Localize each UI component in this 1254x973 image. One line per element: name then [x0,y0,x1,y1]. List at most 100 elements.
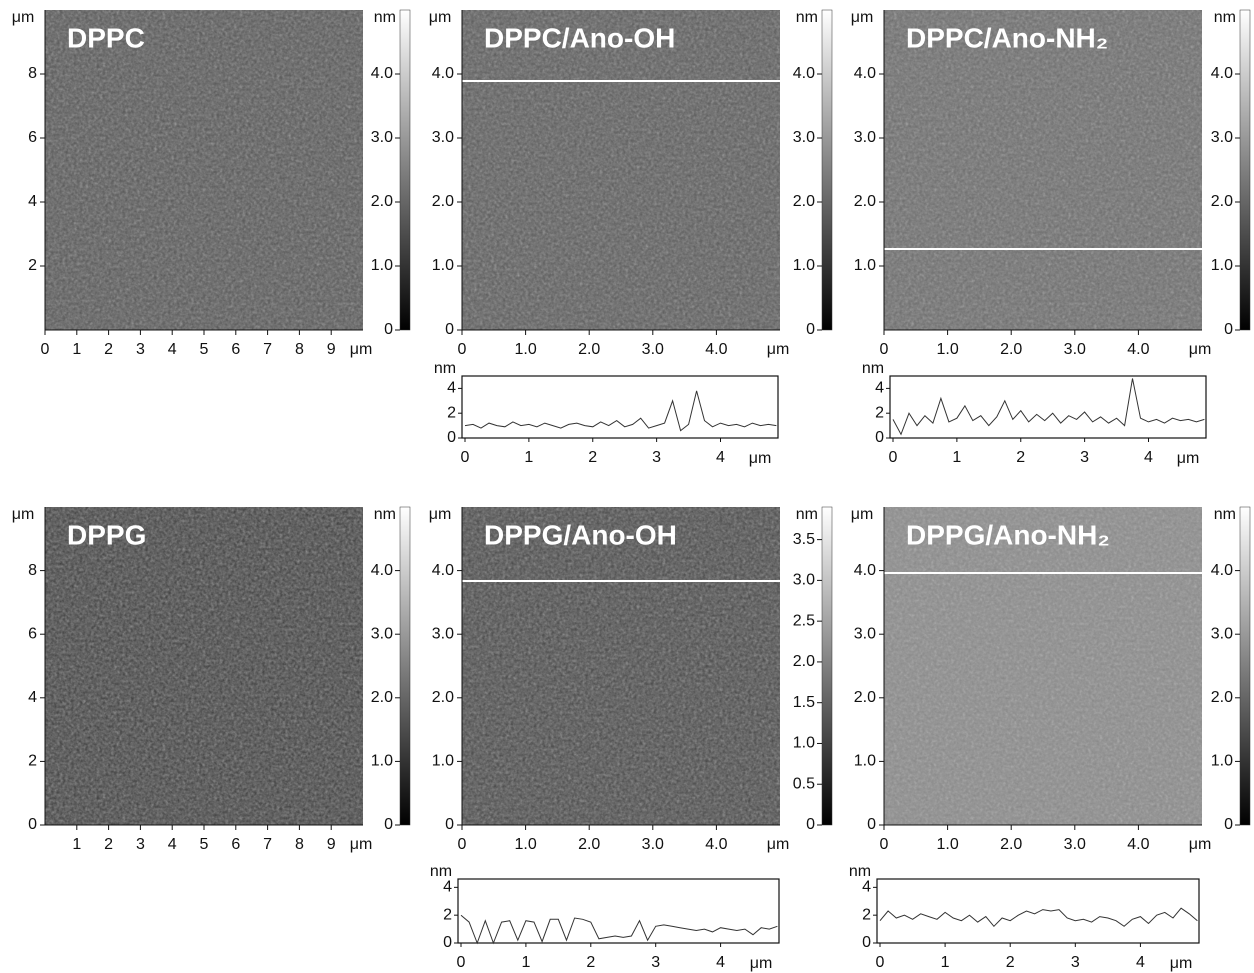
x-unit: μm [350,341,373,358]
y-unit: nm [430,863,452,880]
x-tick-label: 1 [524,449,533,466]
y-tick-label: 4.0 [432,65,454,82]
x-tick-label: 0 [457,954,466,971]
y-tick-label: 4 [28,689,37,706]
y-tick-label: 2 [28,753,37,770]
y-tick-label: 2 [862,906,871,923]
y-tick-label: 2.0 [432,689,454,706]
x-tick-label: 8 [295,341,304,358]
y-unit: μm [851,9,874,26]
colorbar-label: nm [1214,506,1236,523]
colorbar-tick-label: 3.0 [793,572,815,589]
x-tick-label: 1.0 [514,341,536,358]
colorbar-tick-label: 2.0 [793,193,815,210]
colorbar-tick-label: 1.0 [1211,753,1233,770]
profile-frame [462,376,778,438]
y-tick-label: 4 [875,380,884,397]
panel-title: DPPC/Ano-OH [484,22,675,53]
x-tick-label: 1.0 [936,341,958,358]
x-tick-label: 3.0 [1064,836,1086,853]
x-tick-label: 2.0 [1000,341,1022,358]
colorbar-tick-label: 1.0 [371,257,393,274]
colorbar-tick-label: 1.5 [793,694,815,711]
x-tick-label: 5 [200,836,209,853]
height-profile [461,915,777,943]
x-unit: μm [1177,450,1200,467]
x-tick-label: 2 [588,449,597,466]
x-unit: μm [350,836,373,853]
y-tick-label: 3.0 [854,625,876,642]
colorbar [400,10,410,330]
x-tick-label: 2.0 [578,836,600,853]
y-tick-label: 1.0 [432,753,454,770]
panel-title: DPPG [67,519,146,550]
colorbar-label: nm [796,9,818,26]
colorbar-tick-label: 1.0 [371,753,393,770]
y-unit: μm [12,9,35,26]
y-tick-label: 1.0 [854,753,876,770]
profile-frame [458,879,779,943]
x-tick-label: 3 [652,449,661,466]
x-tick-label: 2.0 [1000,836,1022,853]
x-tick-label: 1 [521,954,530,971]
x-tick-label: 3 [651,954,660,971]
y-tick-label: 4 [447,380,456,397]
profile-frame [877,879,1199,943]
x-tick-label: 4.0 [1127,341,1149,358]
colorbar-tick-label: 4.0 [371,562,393,579]
x-tick-label: 1 [72,836,81,853]
y-unit: nm [849,863,871,880]
panel-title: DPPC/Ano-NH₂ [906,22,1108,53]
afm-image [462,507,780,825]
x-tick-label: 3 [1071,954,1080,971]
x-tick-label: 4 [716,954,725,971]
x-tick-label: 4.0 [705,341,727,358]
y-unit: μm [429,9,452,26]
y-tick-label: 0 [443,934,452,951]
y-unit: μm [12,506,35,523]
x-tick-label: 0 [889,449,898,466]
y-tick-label: 0 [445,816,454,833]
y-tick-label: 2 [443,906,452,923]
colorbar-tick-label: 2.0 [1211,689,1233,706]
y-tick-label: 4.0 [432,562,454,579]
y-tick-label: 2.0 [432,193,454,210]
y-tick-label: 0 [445,321,454,338]
x-tick-label: 1 [952,449,961,466]
figure: DPPC 0 1 2 3 4 5 6 7 8 9 μm 2 4 6 8 μm nm 0 1.0 2.0 3.0 4.0 DPP… [0,0,1254,973]
y-tick-label: 0 [875,429,884,446]
x-tick-label: 6 [231,341,240,358]
x-tick-label: 9 [327,836,336,853]
x-tick-label: 4 [1136,954,1145,971]
panel-title: DPPG/Ano-OH [484,519,677,550]
colorbar-tick-label: 3.0 [793,129,815,146]
y-tick-label: 8 [28,562,37,579]
x-tick-label: 0 [880,836,889,853]
x-tick-label: 0 [880,341,889,358]
colorbar-tick-label: 1.0 [793,735,815,752]
x-tick-label: 4 [716,449,725,466]
colorbar-tick-label: 0 [384,816,393,833]
y-tick-label: 2 [28,257,37,274]
panel-title: DPPC [67,22,145,53]
colorbar-tick-label: 4.0 [1211,65,1233,82]
colorbar-tick-label: 0 [1224,321,1233,338]
x-tick-label: 1 [941,954,950,971]
x-tick-label: 0 [41,341,50,358]
x-tick-label: 5 [200,341,209,358]
colorbar-tick-label: 2.5 [793,612,815,629]
x-tick-label: 2.0 [578,341,600,358]
x-tick-label: 1.0 [514,836,536,853]
colorbar-tick-label: 4.0 [793,65,815,82]
y-unit: μm [429,506,452,523]
colorbar-tick-label: 0 [1224,816,1233,833]
x-tick-label: 4 [1144,449,1153,466]
colorbar [822,507,832,825]
x-unit: μm [750,955,773,972]
y-tick-label: 0 [447,429,456,446]
x-tick-label: 2 [104,836,113,853]
x-tick-label: 3.0 [642,341,664,358]
x-tick-label: 0 [876,954,885,971]
x-tick-label: 7 [263,836,272,853]
y-tick-label: 6 [28,129,37,146]
